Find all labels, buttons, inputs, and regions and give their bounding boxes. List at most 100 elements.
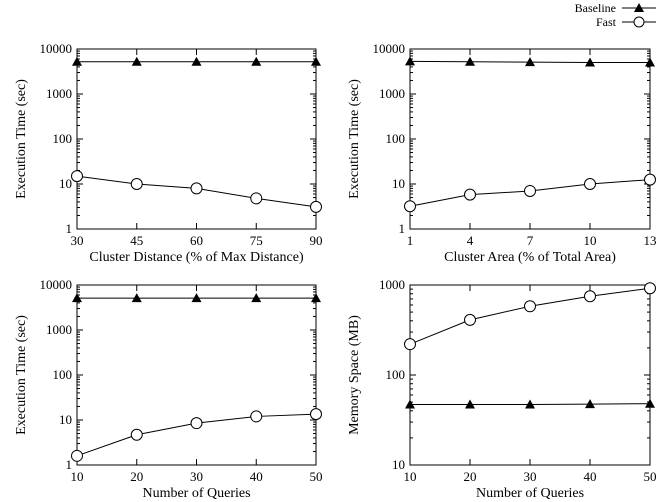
data-point-baseline [251,56,262,66]
y-axis-label: Memory Space (MB) [347,315,362,435]
x-tick-label: 13 [644,233,657,248]
chart-panel-1: 1 10 100 1000 10000 30 45 60 75 90 Cluster Distanc… [14,41,323,265]
x-tick-label: 90 [310,233,323,248]
y-tick-label: 10000 [373,41,406,56]
x-tick-label: 10 [404,469,417,484]
x-axis-label: Cluster Area (% of Total Area) [444,250,616,265]
y-tick-label: 1000 [379,86,405,101]
legend-marker-baseline [634,3,644,12]
x-tick-label: 20 [464,469,477,484]
data-point-fast [130,428,143,441]
y-tick-label: 10000 [40,277,73,292]
y-tick-label: 10 [392,457,405,472]
data-point-baseline [311,56,321,66]
y-tick-label: 1000 [379,277,405,292]
x-tick-label: 40 [584,469,597,484]
data-point-baseline [645,398,655,408]
x-axis-label: Number of Queries [142,486,250,501]
x-tick-label: 7 [527,233,534,248]
data-point-fast [524,184,536,197]
data-point-fast [644,282,656,295]
data-point-fast [190,417,203,430]
x-tick-label: 20 [130,469,143,484]
data-point-fast [310,408,322,421]
data-point-fast [464,313,476,326]
legend-marker-fast [633,16,645,28]
chart-panel-4: 10 100 1000 10 20 30 40 50 Number of Queries Memo… [347,277,657,501]
data-point-baseline [585,399,595,409]
y-tick-label: 100 [386,131,406,146]
y-tick-label: 1000 [46,322,72,337]
y-tick-label: 1 [66,221,73,236]
x-tick-label: 30 [71,233,84,248]
data-point-fast [250,192,263,205]
chart-panel-2: 1 10 100 1000 10000 1 4 7 10 13 Cluster Area (% of… [347,41,657,265]
y-tick-label: 1 [399,221,406,236]
data-point-baseline [191,56,202,66]
x-axis-label: Number of Queries [476,486,584,501]
x-axis-label: Cluster Distance (% of Max Distance) [89,250,304,265]
y-tick-label: 1000 [46,86,72,101]
legend: Baseline Fast [575,1,656,29]
data-point-fast [71,449,83,462]
data-point-baseline [251,293,262,303]
data-point-baseline [405,399,415,409]
data-point-baseline [72,293,82,303]
y-tick-label: 1 [66,457,73,472]
x-tick-label: 30 [524,469,537,484]
y-tick-label: 10 [59,412,72,427]
data-point-baseline [72,56,82,66]
y-tick-label: 10 [392,176,405,191]
y-tick-label: 100 [386,367,406,382]
y-tick-label: 100 [53,131,73,146]
data-point-baseline [585,57,595,67]
plot-frame [76,284,317,466]
data-point-baseline [131,56,142,66]
data-point-baseline [311,293,321,303]
data-point-fast [404,338,416,351]
data-point-fast [71,170,83,183]
x-tick-label: 40 [250,469,263,484]
x-tick-label: 10 [584,233,597,248]
x-tick-label: 10 [71,469,84,484]
data-point-baseline [405,56,415,66]
series-line-fast [409,287,651,345]
x-tick-label: 50 [310,469,323,484]
y-tick-label: 100 [53,367,73,382]
data-point-fast [130,178,143,190]
y-tick-label: 10 [59,176,72,191]
x-tick-label: 50 [644,469,657,484]
data-point-fast [584,178,596,190]
x-tick-label: 75 [250,233,263,248]
data-point-fast [250,410,263,423]
legend-label-fast: Fast [596,15,617,29]
data-point-baseline [131,293,142,303]
data-point-fast [464,188,476,201]
x-tick-label: 1 [407,233,414,248]
data-point-fast [404,200,416,213]
y-tick-label: 10000 [40,41,73,56]
y-axis-label: Execution Time (sec) [347,79,362,199]
data-point-fast [584,290,596,303]
data-point-baseline [191,293,202,303]
data-point-baseline [465,56,475,66]
x-tick-label: 4 [467,233,474,248]
plot-frame [409,48,651,230]
data-point-fast [310,200,322,213]
data-point-baseline [465,399,475,409]
data-point-baseline [645,57,655,67]
x-tick-label: 45 [130,233,143,248]
y-axis-label: Execution Time (sec) [14,79,29,199]
data-point-fast [644,173,656,186]
x-tick-label: 30 [190,469,203,484]
y-axis-label: Execution Time (sec) [14,315,29,435]
legend-label-baseline: Baseline [575,1,616,15]
data-point-baseline [525,57,535,67]
data-point-baseline [525,399,535,409]
x-tick-label: 60 [190,233,203,248]
data-point-fast [190,182,203,195]
data-point-fast [524,300,536,313]
